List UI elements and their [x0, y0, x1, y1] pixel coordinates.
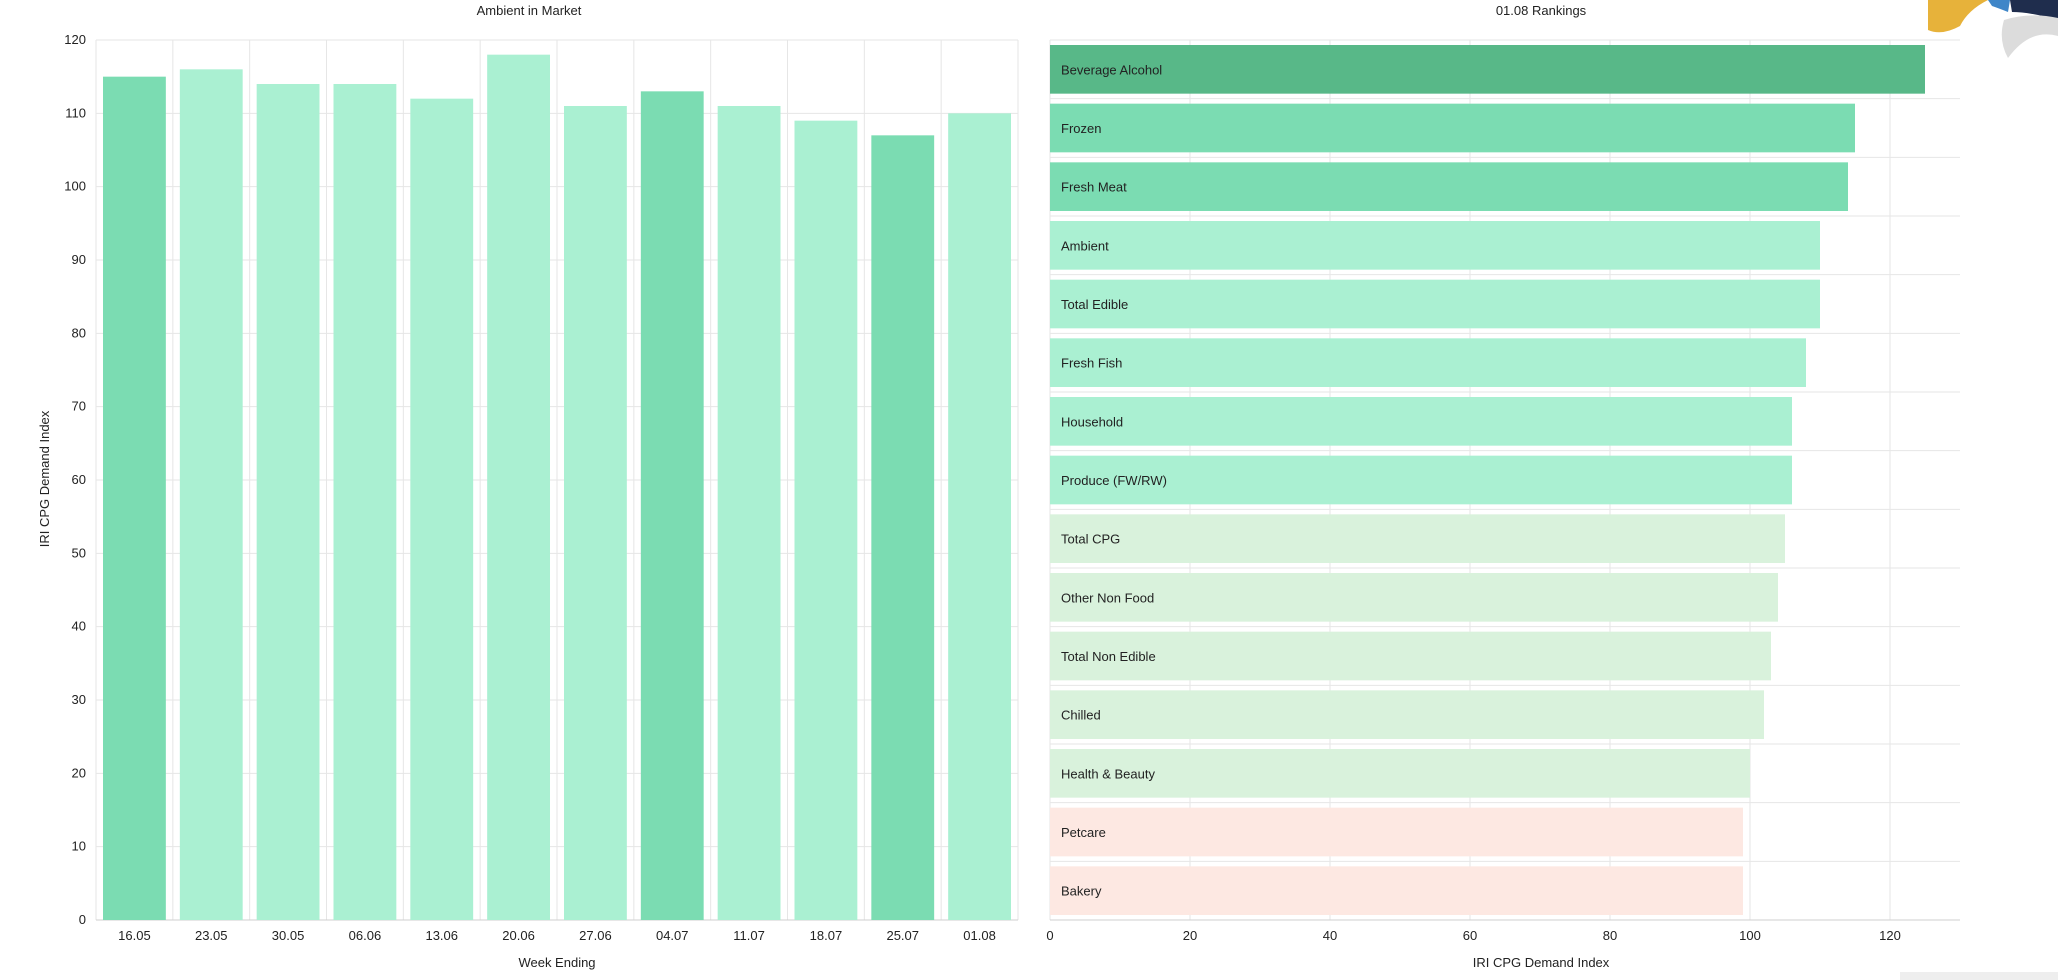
- right-chart-title: 01.08 Rankings: [1496, 3, 1587, 18]
- right-chart-category-label: Produce (FW/RW): [1061, 473, 1167, 488]
- right-chart-category-label: Total Non Edible: [1061, 649, 1156, 664]
- right-chart-bar: [1050, 573, 1778, 622]
- left-chart-title: Ambient in Market: [477, 3, 582, 18]
- left-chart-bar: [410, 98, 474, 920]
- left-chart-bar: [871, 135, 935, 921]
- left-chart-x-tick-label: 06.06: [349, 928, 382, 943]
- right-chart-category-label: Bakery: [1061, 884, 1102, 899]
- right-chart-x-tick-label: 40: [1323, 928, 1337, 943]
- right-chart-bar: [1050, 221, 1820, 270]
- right-chart-bar: [1050, 103, 1855, 153]
- left-chart-x-axis-label: Week Ending: [518, 955, 595, 970]
- left-chart-bar: [717, 106, 781, 920]
- left-chart-y-axis-label: IRI CPG Demand Index: [37, 410, 52, 547]
- left-chart-x-tick-label: 13.06: [425, 928, 458, 943]
- right-chart-x-tick-label: 20: [1183, 928, 1197, 943]
- left-chart-y-tick-label: 20: [72, 765, 86, 780]
- left-chart-grid: [95, 39, 1019, 921]
- left-chart-x-tick-label: 01.08: [963, 928, 996, 943]
- left-chart-y-tick-label: 100: [64, 179, 86, 194]
- right-chart-x-tick-label: 100: [1739, 928, 1761, 943]
- right-chart-category-label: Beverage Alcohol: [1061, 62, 1162, 77]
- right-chart-category-label: Total Edible: [1061, 297, 1128, 312]
- left-chart-bar: [333, 84, 397, 920]
- right-chart-bar: [1050, 455, 1792, 505]
- right-chart-grid: [1049, 39, 1960, 921]
- left-chart-bar: [640, 91, 704, 921]
- left-chart-bar: [564, 106, 627, 920]
- left-chart-x-tick-label: 23.05: [195, 928, 228, 943]
- corner-logo-grey-shape: [2001, 15, 2058, 58]
- right-chart-bars: [1050, 45, 1925, 915]
- left-chart-y-tick-label: 70: [72, 399, 86, 414]
- right-chart-bar: [1050, 631, 1771, 681]
- right-chart-category-label: Health & Beauty: [1061, 766, 1155, 781]
- bottom-edge-strip: [1900, 972, 2058, 980]
- left-chart-x-tick-label: 18.07: [810, 928, 843, 943]
- right-chart-x-tick-label: 60: [1463, 928, 1477, 943]
- corner-logo-blue-shape: [1988, 0, 2010, 12]
- right-chart-bar: [1050, 279, 1820, 329]
- left-chart-bar: [256, 84, 320, 920]
- left-chart-x-tick-label: 16.05: [118, 928, 151, 943]
- left-chart-x-tick-label: 30.05: [272, 928, 305, 943]
- right-chart-category-label: Frozen: [1061, 121, 1101, 136]
- right-chart-x-ticks: 0 20 40 60 80 100 120: [1046, 928, 1900, 943]
- left-chart-y-tick-label: 40: [72, 619, 86, 634]
- left-chart-y-tick-label: 50: [72, 545, 86, 560]
- left-chart-y-tick-label: 110: [65, 105, 86, 120]
- left-chart-y-tick-label: 120: [64, 32, 86, 47]
- left-chart-x-tick-label: 20.06: [502, 928, 535, 943]
- right-chart-category-label: Ambient: [1061, 238, 1109, 253]
- left-chart-y-tick-label: 30: [72, 692, 86, 707]
- right-chart-category-label: Total CPG: [1061, 532, 1120, 547]
- right-chart-x-tick-label: 80: [1603, 928, 1617, 943]
- left-chart-bar: [103, 76, 166, 920]
- left-chart-y-tick-label: 0: [79, 912, 86, 927]
- left-chart-y-tick-label: 60: [72, 472, 86, 487]
- left-chart-y-ticks: 0 10 20 30 40 50 60 70 80 90 100 110 120: [64, 32, 86, 927]
- corner-logo-gold-shape: [1928, 0, 1988, 33]
- left-chart-y-tick-label: 90: [72, 252, 86, 267]
- right-chart-bar: [1050, 749, 1750, 798]
- left-chart-bar: [487, 54, 550, 920]
- corner-logo-dark-shape: [2010, 0, 2058, 20]
- right-chart-bar: [1050, 397, 1792, 446]
- right-chart-bar: [1050, 338, 1806, 387]
- right-chart-category-label: Petcare: [1061, 825, 1106, 840]
- right-chart-category-label: Fresh Fish: [1061, 356, 1122, 371]
- left-chart-bars: [103, 54, 1011, 921]
- right-chart-category-labels: Beverage Alcohol Frozen Fresh Meat Ambient T…: [1061, 62, 1167, 898]
- left-chart-y-tick-label: 80: [72, 325, 86, 340]
- left-chart-bar: [794, 120, 858, 920]
- left-chart-y-tick-label: 10: [72, 839, 86, 854]
- right-chart-bar: [1050, 162, 1848, 211]
- right-chart-category-label: Fresh Meat: [1061, 180, 1127, 195]
- ambient-in-market-chart: Ambient in Market 0 10 20 30 40 50 60 70 80 90 100…: [37, 3, 1019, 970]
- right-chart-category-label: Household: [1061, 414, 1123, 429]
- right-chart-bar: [1050, 690, 1764, 739]
- left-chart-x-tick-label: 25.07: [886, 928, 919, 943]
- right-chart-category-label: Other Non Food: [1061, 590, 1154, 605]
- right-chart-category-label: Chilled: [1061, 708, 1101, 723]
- left-chart-x-tick-label: 04.07: [656, 928, 689, 943]
- rankings-chart: 01.08 Rankings Beverage Alcohol Frozen Fre…: [1046, 3, 1960, 970]
- right-chart-bar: [1050, 45, 1925, 94]
- right-chart-x-axis-label: IRI CPG Demand Index: [1473, 955, 1610, 970]
- right-chart-x-tick-label: 120: [1879, 928, 1901, 943]
- right-chart-bar: [1050, 807, 1743, 857]
- left-chart-x-ticks: 16.05 23.05 30.05 06.06 13.06 20.06 27.06 04.07…: [118, 928, 996, 943]
- left-chart-x-tick-label: 27.06: [579, 928, 612, 943]
- right-chart-x-tick-label: 0: [1046, 928, 1053, 943]
- left-chart-bar: [948, 113, 1011, 921]
- left-chart-x-tick-label: 11.07: [733, 928, 765, 943]
- right-chart-bar: [1050, 866, 1743, 915]
- right-chart-bar: [1050, 514, 1785, 563]
- left-chart-bar: [179, 69, 243, 921]
